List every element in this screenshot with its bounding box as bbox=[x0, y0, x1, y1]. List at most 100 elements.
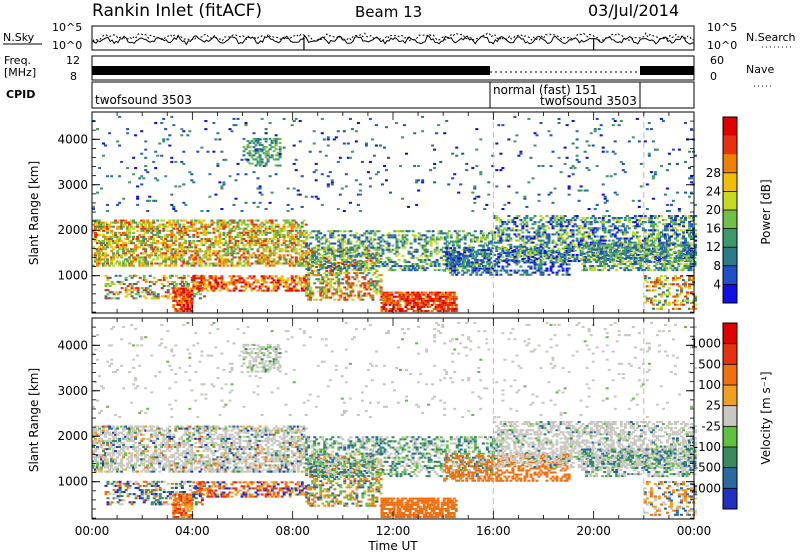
echo-cell bbox=[192, 223, 196, 226]
echo-cell bbox=[172, 303, 176, 306]
echo-cell bbox=[549, 217, 553, 220]
echo-cell bbox=[345, 250, 349, 253]
echo-cell bbox=[523, 271, 527, 274]
echo-cell bbox=[144, 225, 148, 228]
echo-cell bbox=[212, 244, 216, 247]
echo-cell bbox=[120, 227, 124, 230]
echo-cell bbox=[234, 287, 238, 290]
echo-cell bbox=[404, 310, 408, 313]
echo-cell bbox=[382, 301, 386, 304]
echo-cell bbox=[250, 221, 254, 224]
echo-cell bbox=[563, 215, 567, 218]
echo-cell bbox=[248, 283, 252, 286]
echo-cell bbox=[302, 252, 306, 255]
echo-cell bbox=[148, 289, 152, 292]
echo-cell bbox=[106, 289, 110, 292]
echo-cell bbox=[98, 248, 102, 251]
echo-cell bbox=[298, 283, 302, 286]
echo-cell bbox=[345, 280, 349, 283]
echo-cell bbox=[369, 254, 373, 257]
echo-cell bbox=[647, 239, 651, 242]
echo-cell bbox=[563, 260, 567, 263]
echo-cell bbox=[254, 240, 258, 243]
echo-cell bbox=[553, 217, 557, 220]
echo-cell bbox=[311, 290, 315, 293]
echo-cell bbox=[200, 264, 204, 267]
echo-cell bbox=[495, 219, 499, 222]
echo-cell bbox=[134, 244, 138, 247]
echo-cell bbox=[286, 287, 290, 290]
echo-cell bbox=[403, 260, 407, 263]
echo-cell bbox=[382, 295, 386, 298]
echo-cell bbox=[158, 254, 162, 257]
echo-cell bbox=[120, 223, 124, 226]
echo-cell bbox=[495, 258, 499, 261]
echo-cell bbox=[224, 225, 228, 228]
echo-cell bbox=[108, 223, 112, 226]
echo-cell bbox=[335, 269, 339, 272]
echo-cell bbox=[98, 250, 102, 253]
echo-cell bbox=[397, 252, 401, 255]
echo-cell bbox=[248, 275, 252, 278]
echo-cell bbox=[208, 264, 212, 267]
echo-cell bbox=[258, 150, 262, 153]
echo-cell bbox=[519, 247, 523, 250]
echo-cell bbox=[439, 236, 443, 239]
echo-cell bbox=[124, 287, 128, 290]
echo-cell bbox=[369, 242, 373, 245]
echo-cell bbox=[452, 297, 456, 300]
echo-cell bbox=[260, 279, 264, 282]
echo-cell bbox=[629, 253, 633, 256]
echo-cell bbox=[192, 277, 196, 280]
echo-cell bbox=[437, 265, 441, 268]
echo-cell bbox=[180, 260, 184, 263]
echo-cell bbox=[158, 264, 162, 267]
echo-cell bbox=[339, 296, 343, 299]
echo-cell bbox=[345, 282, 349, 285]
echo-cell bbox=[190, 254, 194, 257]
echo-cell bbox=[505, 265, 509, 268]
echo-cell bbox=[134, 297, 138, 300]
echo-cell bbox=[569, 219, 573, 222]
echo-cell bbox=[190, 289, 194, 292]
echo-cell bbox=[343, 298, 347, 301]
echo-cell bbox=[184, 240, 188, 243]
echo-cell bbox=[565, 273, 569, 276]
echo-cell bbox=[136, 235, 140, 238]
echo-cell bbox=[465, 257, 469, 260]
echo-cell bbox=[537, 235, 541, 238]
echo-cell bbox=[507, 239, 511, 242]
echo-cell bbox=[164, 276, 168, 279]
echo-cell bbox=[204, 223, 208, 226]
echo-cell bbox=[623, 245, 627, 248]
echo-cell bbox=[583, 219, 587, 222]
echo-cell bbox=[443, 242, 447, 245]
echo-cell bbox=[188, 240, 192, 243]
echo-cell bbox=[292, 264, 296, 267]
echo-cell bbox=[557, 247, 561, 250]
echo-cell bbox=[278, 233, 282, 236]
echo-cell bbox=[329, 250, 333, 253]
echo-cell bbox=[246, 140, 250, 143]
echo-cell bbox=[403, 246, 407, 249]
echo-cell bbox=[495, 225, 499, 228]
echo-cell bbox=[254, 164, 258, 167]
echo-cell bbox=[228, 238, 232, 241]
echo-cell bbox=[100, 221, 104, 224]
echo-cell bbox=[94, 233, 98, 236]
echo-cell bbox=[347, 238, 351, 241]
echo-cell bbox=[274, 246, 278, 249]
echo-cell bbox=[453, 271, 457, 274]
echo-cell bbox=[184, 229, 188, 232]
echo-cell bbox=[525, 247, 529, 250]
echo-cell bbox=[345, 246, 349, 249]
echo-cell bbox=[317, 248, 321, 251]
echo-cell bbox=[94, 252, 98, 255]
echo-cell bbox=[182, 287, 186, 290]
echo-cell bbox=[236, 281, 240, 284]
echo-cell bbox=[421, 265, 425, 268]
echo-cell bbox=[547, 233, 551, 236]
echo-cell bbox=[547, 235, 551, 238]
echo-cell bbox=[321, 296, 325, 299]
echo-cell bbox=[327, 272, 331, 275]
